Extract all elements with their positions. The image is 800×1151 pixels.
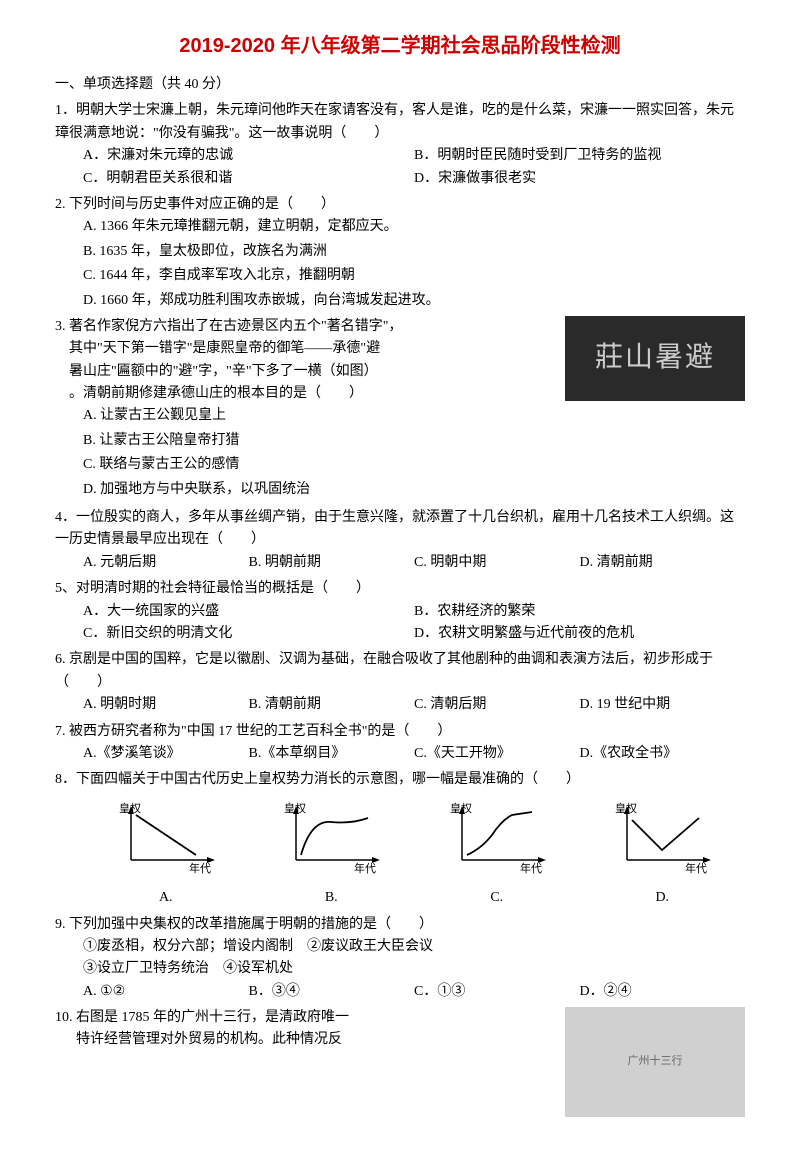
q10-image: 广州十三行 — [565, 1007, 745, 1117]
q3-opt-c: C. 联络与蒙古王公的感情 — [83, 454, 745, 476]
question-5: 5、对明清时期的社会特征最恰当的概括是（ ） A．大一统国家的兴盛 B．农耕经济… — [55, 578, 745, 645]
q5-opt-b: B．农耕经济的繁荣 — [414, 601, 745, 623]
svg-text:年代: 年代 — [354, 861, 376, 875]
q9-opt-c: C．①③ — [414, 981, 580, 1003]
page-title: 2019-2020 年八年级第二学期社会思品阶段性检测 — [55, 30, 745, 62]
q5-text: 5、对明清时期的社会特征最恰当的概括是（ ） — [55, 578, 745, 600]
q4-opt-b: B. 明朝前期 — [249, 552, 415, 574]
q2-opt-c: C. 1644 年，李自成率军攻入北京，推翻明朝 — [83, 265, 745, 287]
q6-opt-b: B. 清朝前期 — [249, 694, 415, 716]
question-10: 广州十三行 10. 右图是 1785 年的广州十三行，是清政府唯一 特许经营管理… — [55, 1007, 745, 1117]
q5-opt-a: A．大一统国家的兴盛 — [83, 601, 414, 623]
q6-opt-d: D. 19 世纪中期 — [580, 694, 746, 716]
q1-opt-d: D．宋濂做事很老实 — [414, 168, 745, 190]
q3-opt-d: D. 加强地方与中央联系，以巩固统治 — [83, 479, 745, 501]
section-header: 一、单项选择题（共 40 分） — [55, 74, 745, 96]
q7-opt-c: C.《天工开物》 — [414, 743, 580, 765]
question-2: 2. 下列时间与历史事件对应正确的是（ ） A. 1366 年朱元璋推翻元朝，建… — [55, 194, 745, 312]
q8-chart-b: 皇权 年代 — [276, 800, 386, 883]
q9-opt-b: B．③④ — [249, 981, 415, 1003]
question-7: 7. 被西方研究者称为"中国 17 世纪的工艺百科全书"的是（ ） A.《梦溪笔… — [55, 721, 745, 766]
q8-chart-c: 皇权 年代 — [442, 800, 552, 883]
q8-label-b: B. — [249, 887, 415, 909]
q8-chart-d: 皇权 年代 — [607, 800, 717, 883]
q7-text: 7. 被西方研究者称为"中国 17 世纪的工艺百科全书"的是（ ） — [55, 721, 745, 743]
q8-charts: 皇权 年代 皇权 年代 皇权 — [83, 800, 745, 883]
q8-text: 8．下面四幅关于中国古代历史上皇权势力消长的示意图，哪一幅是最准确的（ ） — [55, 769, 745, 791]
q4-opt-a: A. 元朝后期 — [83, 552, 249, 574]
q8-label-c: C. — [414, 887, 580, 909]
q3-opt-a: A. 让蒙古王公觐见皇上 — [83, 405, 745, 427]
q5-opt-c: C．新旧交织的明清文化 — [83, 623, 414, 645]
q1-text: 1．明朝大学士宋濂上朝，朱元璋问他昨天在家请客没有，客人是谁，吃的是什么菜，宋濂… — [55, 100, 745, 145]
q3-image: 莊山暑避 — [565, 316, 745, 401]
q9-sub2: ③设立厂卫特务统治 ④设军机处 — [55, 958, 745, 980]
q7-opt-a: A.《梦溪笔谈》 — [83, 743, 249, 765]
q1-opt-b: B．明朝时臣民随时受到厂卫特务的监视 — [414, 145, 745, 167]
q7-opt-d: D.《农政全书》 — [580, 743, 746, 765]
q3-opt-b: B. 让蒙古王公陪皇帝打猎 — [83, 430, 745, 452]
q8-label-d: D. — [580, 887, 746, 909]
question-1: 1．明朝大学士宋濂上朝，朱元璋问他昨天在家请客没有，客人是谁，吃的是什么菜，宋濂… — [55, 100, 745, 190]
question-8: 8．下面四幅关于中国古代历史上皇权势力消长的示意图，哪一幅是最准确的（ ） 皇权… — [55, 769, 745, 909]
q2-text: 2. 下列时间与历史事件对应正确的是（ ） — [55, 194, 745, 216]
q2-opt-b: B. 1635 年，皇太极即位，改族名为满洲 — [83, 241, 745, 263]
question-4: 4．一位殷实的商人，多年从事丝绸产销，由于生意兴隆，就添置了十几台织机，雇用十几… — [55, 507, 745, 574]
q4-opt-c: C. 明朝中期 — [414, 552, 580, 574]
q2-opt-a: A. 1366 年朱元璋推翻元朝，建立明朝，定都应天。 — [83, 216, 745, 238]
q7-opt-b: B.《本草纲目》 — [249, 743, 415, 765]
q9-sub1: ①废丞相，权分六部；增设内阁制 ②废议政王大臣会议 — [55, 936, 745, 958]
question-6: 6. 京剧是中国的国粹，它是以徽剧、汉调为基础，在融合吸收了其他剧种的曲调和表演… — [55, 649, 745, 716]
svg-text:年代: 年代 — [685, 861, 707, 875]
q6-text: 6. 京剧是中国的国粹，它是以徽剧、汉调为基础，在融合吸收了其他剧种的曲调和表演… — [55, 649, 745, 694]
q2-opt-d: D. 1660 年，郑成功胜利围攻赤嵌城，向台湾城发起进攻。 — [83, 290, 745, 312]
q8-label-a: A. — [83, 887, 249, 909]
q6-opt-a: A. 明朝时期 — [83, 694, 249, 716]
q8-chart-a: 皇权 年代 — [111, 800, 221, 883]
q6-opt-c: C. 清朝后期 — [414, 694, 580, 716]
q4-opt-d: D. 清朝前期 — [580, 552, 746, 574]
q1-opt-c: C．明朝君臣关系很和谐 — [83, 168, 414, 190]
svg-text:年代: 年代 — [189, 861, 211, 875]
svg-text:年代: 年代 — [520, 861, 542, 875]
q9-text: 9. 下列加强中央集权的改革措施属于明朝的措施的是（ ） — [55, 914, 745, 936]
q9-opt-a: A. ①② — [83, 981, 249, 1003]
q1-opt-a: A．宋濂对朱元璋的忠诚 — [83, 145, 414, 167]
q4-text: 4．一位殷实的商人，多年从事丝绸产销，由于生意兴隆，就添置了十几台织机，雇用十几… — [55, 507, 745, 552]
q9-opt-d: D．②④ — [580, 981, 746, 1003]
q5-opt-d: D．农耕文明繁盛与近代前夜的危机 — [414, 623, 745, 645]
question-3: 莊山暑避 3. 著名作家倪方六指出了在古迹景区内五个"著名错字"， 其中"天下第… — [55, 316, 745, 503]
question-9: 9. 下列加强中央集权的改革措施属于明朝的措施的是（ ） ①废丞相，权分六部；增… — [55, 914, 745, 1004]
